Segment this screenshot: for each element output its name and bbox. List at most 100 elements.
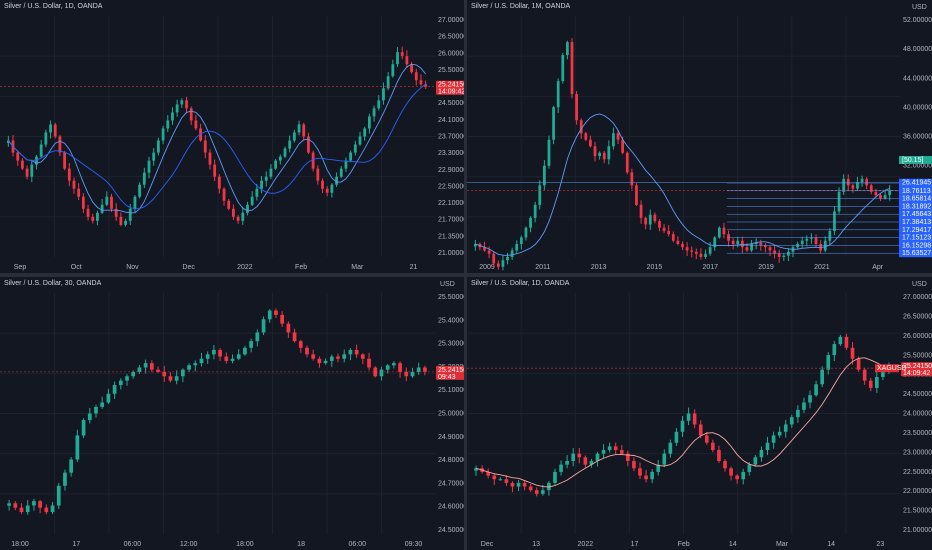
y-axis: 27.0000026.5000026.0000025.5000025.00000… xyxy=(438,17,464,257)
candle-body xyxy=(483,247,486,251)
candle-body xyxy=(38,501,42,508)
x-tick-label: 2011 xyxy=(535,264,550,271)
candle-body xyxy=(538,185,542,205)
candle-body xyxy=(619,450,624,454)
candle-body xyxy=(25,505,30,513)
y-tick-label: 24.50000 xyxy=(438,527,464,534)
y-tick-label: 23.70000 xyxy=(438,134,464,141)
candle-body xyxy=(232,208,235,217)
candle-body xyxy=(205,354,210,359)
chart-pane-1m[interactable]: 52.00000 48.00000 44.00000 40.00000 36.00000… xyxy=(467,0,932,273)
candle-body xyxy=(87,413,92,421)
candle-body xyxy=(745,247,749,251)
candle-body xyxy=(510,250,514,257)
chart-svg-1d-top[interactable]: 27.0000026.5000026.0000025.5000025.00000… xyxy=(0,0,464,273)
x-tick-label: 18:00 xyxy=(236,541,254,548)
candle-body xyxy=(423,367,427,372)
x-tick-label: 2013 xyxy=(591,264,607,271)
candle-body xyxy=(685,247,689,251)
candle-body xyxy=(680,420,685,432)
candle-body xyxy=(553,471,557,483)
y-tick-label: 21.50000 xyxy=(903,508,932,515)
level-tag-bg xyxy=(899,178,932,187)
candle-body xyxy=(589,460,594,465)
candle-body xyxy=(632,460,636,469)
candle-body xyxy=(274,160,278,169)
candle-body xyxy=(789,417,794,425)
candle-body xyxy=(161,128,165,141)
candle-body xyxy=(796,409,800,418)
candle-body xyxy=(125,376,129,381)
candle-body xyxy=(881,369,885,377)
chart-svg-1d-bottom[interactable]: 27.0000026.5000026.0000025.5000025.00000… xyxy=(467,277,932,550)
candle-body xyxy=(860,178,864,183)
candle-body xyxy=(869,185,873,192)
candle-body xyxy=(336,356,340,359)
candle-body xyxy=(19,507,24,513)
candle-body xyxy=(137,367,142,372)
price-tag-bg xyxy=(436,80,464,95)
candle-body xyxy=(379,369,384,377)
candle-body xyxy=(212,349,216,355)
chart-pane-1d-bottom[interactable]: 27.0000026.5000026.0000025.5000025.00000… xyxy=(467,277,932,550)
chart-svg-1m[interactable]: 52.00000 48.00000 44.00000 40.00000 36.00000… xyxy=(467,0,932,273)
chart-pane-1d-top[interactable]: 27.0000026.5000026.0000025.5000025.00000… xyxy=(0,0,464,273)
grid xyxy=(467,16,900,257)
candle-body xyxy=(800,240,804,244)
candles xyxy=(474,333,891,497)
candle-body xyxy=(255,188,259,197)
x-tick-label: Mar xyxy=(351,264,364,271)
candle-body xyxy=(298,341,303,348)
chart-pane-30m[interactable]: 25.5000025.4000025.3000025.2000025.10000… xyxy=(0,277,464,550)
candle-body xyxy=(25,168,29,177)
candle-body xyxy=(528,486,533,491)
y-tick-label: 27.00000 xyxy=(438,17,464,24)
candle-body xyxy=(529,217,532,228)
candle-body xyxy=(782,255,786,257)
candle-body xyxy=(354,349,359,355)
candle-body xyxy=(763,245,767,248)
y-tick-label: 24.60000 xyxy=(438,504,464,511)
candle-body xyxy=(612,133,615,147)
y-tick-label: 25.30000 xyxy=(438,341,464,348)
candle-body xyxy=(851,185,855,189)
candle-body xyxy=(133,196,137,209)
candle-body xyxy=(35,156,38,165)
y-axis: 25.5000025.4000025.3000025.2000025.10000… xyxy=(438,294,464,534)
candle-body xyxy=(868,380,873,388)
candle-body xyxy=(264,176,268,181)
candle-body xyxy=(386,76,390,89)
candle-body xyxy=(865,178,869,186)
candle-body xyxy=(639,204,643,218)
candle-body xyxy=(625,152,629,173)
x-tick-label: 12:00 xyxy=(180,541,198,548)
candle-body xyxy=(261,319,266,333)
level-tag-value: 17.15123 xyxy=(902,235,931,242)
candle-body xyxy=(119,216,123,225)
chart-svg-30m[interactable]: 25.5000025.4000025.3000025.2000025.10000… xyxy=(0,277,464,550)
level-tag-value: 17.29417 xyxy=(902,227,931,234)
candle-body xyxy=(602,152,606,160)
candle-body xyxy=(50,505,55,513)
candle-body xyxy=(63,152,67,169)
chart-title: Silver / U.S. Dollar, 1D, OANDA xyxy=(471,280,570,287)
candle-body xyxy=(833,211,836,231)
candle-body xyxy=(424,84,428,87)
candle-body xyxy=(504,479,509,483)
candle-body xyxy=(358,136,362,145)
x-tick-label: 18 xyxy=(297,541,305,548)
y-tick-label: 23.50000 xyxy=(903,430,932,437)
candle-body xyxy=(372,108,376,117)
y-tick-label: 26.00000 xyxy=(438,50,464,57)
candle-body xyxy=(777,253,781,257)
horizontal-divider[interactable] xyxy=(0,273,932,277)
candle-body xyxy=(711,442,715,451)
y-tick-label: 25.50000 xyxy=(438,67,464,74)
candle-body xyxy=(317,358,322,364)
candle-body xyxy=(662,227,666,231)
candle-body xyxy=(492,475,497,480)
candle-body xyxy=(44,507,49,513)
candle-body xyxy=(561,55,565,82)
candle-body xyxy=(735,475,739,480)
candle-body xyxy=(856,182,859,189)
